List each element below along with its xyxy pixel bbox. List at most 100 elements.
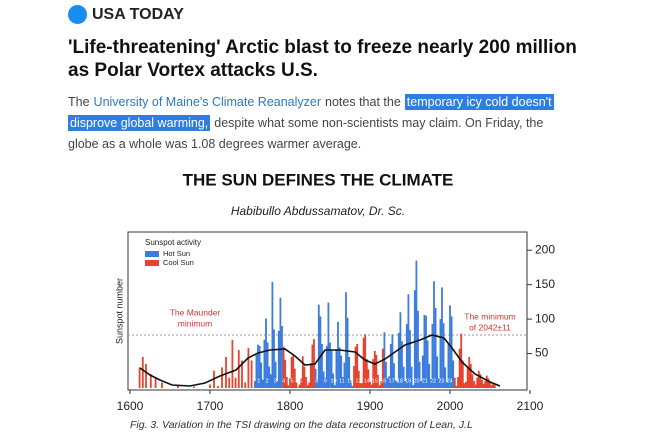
link[interactable]: University of Maine's Climate Reanalyzer [93,95,322,109]
bar [377,374,379,388]
bar [415,260,418,388]
bar [319,316,322,388]
bar [447,343,450,388]
text-line: The University of Maine's Climate Reanaly… [68,92,628,113]
bar [362,337,365,388]
bar [484,381,487,388]
headline: 'Life-threatening' Arctic blast to freez… [68,36,628,82]
bar [317,304,320,388]
bar [343,362,346,388]
cycle-label: 13 [355,378,361,384]
bar [412,385,415,388]
cycle-label: 2 [266,378,269,384]
annotation: The minimum [464,311,515,321]
bar [482,383,485,388]
bar [493,385,496,388]
bar [300,378,303,388]
bar [308,382,311,388]
bar [402,366,405,388]
y-axis-label: Sunspot number [114,278,124,344]
bar [461,360,464,388]
x-tick-label: 2100 [517,399,544,413]
bar [426,340,429,388]
y-tick-label: 50 [535,346,549,360]
bar [489,382,491,388]
bar [409,330,411,388]
bar [353,365,355,388]
bar [386,378,389,388]
legend-label: Cool Sun [163,258,194,267]
bar [282,346,285,388]
x-tick-label: 2000 [437,399,464,413]
bar [445,381,448,388]
bar [380,381,383,388]
x-tick-label: 1900 [357,399,384,413]
bar [485,375,488,388]
bar [265,318,267,388]
bar [397,332,400,388]
bar [370,384,373,388]
bar [399,312,402,388]
bar [364,334,367,388]
bar [322,371,325,388]
bar [471,374,474,388]
bar [149,374,152,388]
caption: Fig. 3. Variation in the TSI drawing on … [130,419,473,431]
cycle-label: 20 [413,378,419,384]
cycle-label: 16 [380,378,386,384]
bar [356,343,359,388]
chart-title: THE SUN DEFINES THE CLIMATE [183,170,454,189]
bar [474,384,477,388]
annotation: minimum [178,318,212,328]
bar [444,367,447,388]
text: The [68,95,90,109]
bar [481,379,483,388]
legend-swatch [145,251,159,257]
bar [476,377,479,388]
cycle-label: 23 [438,378,444,384]
bar [337,321,339,388]
bar [401,341,403,388]
bar [421,355,424,388]
bar [269,374,272,388]
bar [303,366,306,388]
bar [372,359,375,388]
bar [287,385,290,388]
x-tick-label: 1600 [117,399,144,413]
bar [309,363,312,388]
bar [396,381,399,388]
cycle-label: 12 [347,378,353,384]
text: despite what some non-scientists may cla… [214,116,544,130]
bar [423,314,426,388]
bar [234,377,237,388]
bar [145,363,147,388]
bar [429,379,432,388]
bar [263,339,266,388]
bar [479,374,482,388]
bar [490,385,493,388]
bar [332,373,335,388]
highlight: temporary icy cold doesn't [404,94,554,110]
bar [321,343,323,388]
brand: USA TODAY [92,5,184,23]
bar [241,360,243,388]
bar [257,344,259,388]
bar [341,376,344,388]
bar [292,354,295,388]
bar [289,378,291,388]
tsi-curve [139,334,501,387]
bar [276,381,279,388]
bar [404,381,407,388]
bar [417,310,419,388]
bar [373,350,376,388]
bar [333,385,336,388]
cycle-label: 11 [339,378,345,384]
cycle-label: 1 [257,378,260,384]
cycle-label: 15 [372,378,378,384]
cycle-label: 22 [430,378,436,384]
bar [413,290,416,388]
bar [141,357,144,388]
bar [261,379,264,388]
cycle-label: 19 [405,378,411,384]
bar [177,385,179,388]
